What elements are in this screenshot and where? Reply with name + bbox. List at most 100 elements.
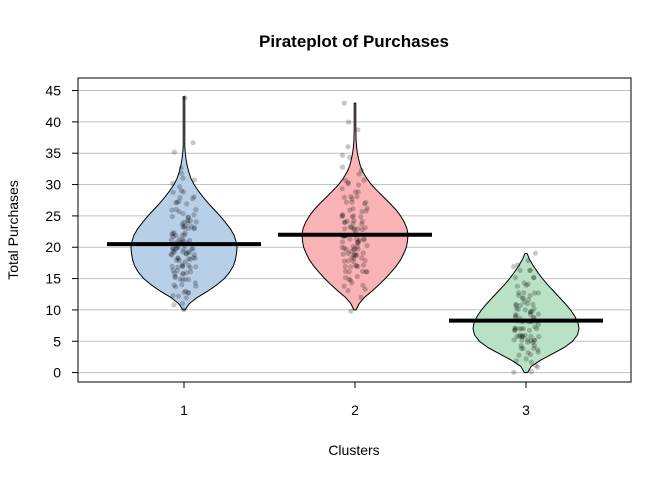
data-point: [193, 207, 199, 213]
data-point: [180, 270, 186, 277]
chart-title: Pirateplot of Purchases: [259, 32, 449, 51]
data-point: [174, 257, 180, 263]
data-point: [512, 313, 519, 319]
data-point: [528, 309, 534, 315]
data-point: [179, 282, 185, 288]
data-point: [351, 226, 357, 233]
data-point: [171, 149, 177, 155]
data-point: [515, 306, 521, 312]
data-point: [183, 288, 189, 294]
data-point: [516, 292, 522, 298]
data-point: [517, 332, 523, 338]
data-point: [519, 334, 525, 340]
data-point: [532, 250, 539, 256]
x-axis-label: Clusters: [328, 442, 379, 458]
data-point: [362, 286, 368, 292]
data-point: [178, 165, 184, 171]
data-point: [169, 231, 175, 237]
y-tick-label: 25: [45, 208, 61, 224]
data-point: [530, 314, 537, 320]
data-point: [352, 189, 359, 195]
data-point: [351, 225, 357, 231]
data-point: [352, 251, 358, 257]
data-point: [520, 326, 527, 332]
data-point: [177, 194, 183, 201]
data-point: [342, 268, 348, 274]
data-point: [530, 339, 536, 346]
data-point: [342, 219, 348, 225]
data-point: [360, 262, 367, 268]
data-point: [170, 293, 176, 299]
data-point: [342, 275, 349, 281]
data-point: [192, 255, 198, 261]
data-point: [359, 268, 366, 274]
data-point: [347, 277, 353, 283]
y-tick-label: 20: [45, 239, 61, 255]
data-point: [187, 265, 193, 271]
data-point: [192, 280, 198, 286]
data-point: [360, 250, 366, 256]
data-point: [359, 221, 365, 227]
data-point: [358, 167, 364, 173]
data-point: [349, 196, 355, 202]
y-tick-label: 40: [45, 114, 61, 130]
data-point: [517, 267, 523, 273]
data-point: [519, 333, 526, 339]
data-point: [359, 226, 365, 233]
data-point: [530, 301, 536, 307]
data-point: [531, 290, 538, 296]
data-point: [184, 270, 190, 276]
data-point: [190, 195, 196, 202]
data-point: [355, 226, 361, 232]
data-point: [348, 308, 354, 314]
data-point: [185, 290, 191, 296]
mean-line-layer: [107, 232, 603, 323]
data-point: [180, 223, 186, 229]
data-point: [356, 171, 362, 177]
data-point: [170, 180, 176, 187]
data-point: [339, 244, 345, 250]
data-point: [363, 199, 369, 206]
data-point: [346, 119, 352, 125]
data-point: [175, 256, 181, 262]
data-point: [349, 280, 355, 286]
data-point: [180, 175, 186, 181]
data-point: [179, 262, 185, 268]
data-point: [173, 200, 179, 206]
data-point: [180, 277, 186, 283]
data-point: [355, 263, 361, 270]
data-point: [534, 326, 540, 332]
data-point: [172, 246, 178, 252]
data-point: [169, 263, 175, 269]
data-point: [182, 259, 188, 265]
data-point: [347, 224, 353, 230]
data-point: [189, 246, 195, 252]
data-point: [181, 224, 187, 231]
data-point: [342, 177, 349, 183]
x-axis: 1 2 3: [180, 382, 530, 418]
data-point: [515, 262, 521, 268]
y-axis-label: Total Purchases: [5, 180, 21, 280]
data-point: [179, 232, 185, 238]
data-point: [514, 333, 520, 339]
data-point: [191, 194, 197, 200]
data-point: [350, 213, 357, 219]
data-point: [512, 275, 519, 281]
data-point: [526, 327, 533, 333]
data-point: [364, 243, 370, 249]
data-point: [520, 295, 526, 301]
data-point: [361, 237, 367, 243]
data-point: [535, 322, 542, 328]
data-point: [185, 225, 191, 231]
data-point: [512, 327, 518, 333]
data-point: [174, 268, 180, 274]
data-point: [187, 256, 193, 262]
data-point: [341, 245, 347, 251]
data-point: [185, 290, 192, 296]
data-point: [170, 248, 176, 254]
data-point: [531, 342, 538, 348]
data-point: [190, 246, 196, 252]
data-point: [521, 280, 527, 286]
data-point: [348, 193, 354, 200]
data-point: [354, 273, 360, 280]
